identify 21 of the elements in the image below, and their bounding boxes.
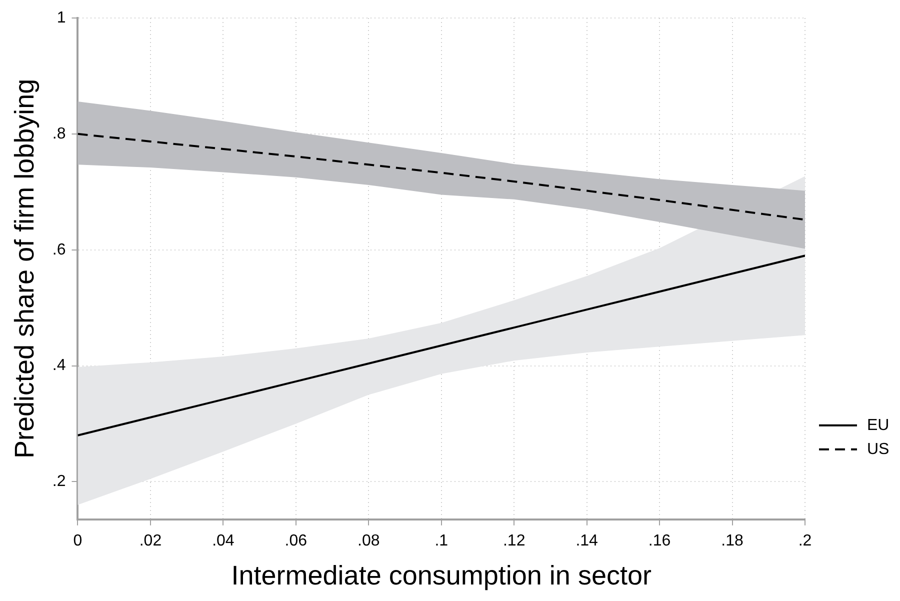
x-tick-label: .2 xyxy=(798,532,812,550)
y-tick-label: 1 xyxy=(56,9,66,26)
legend-label: EU xyxy=(867,416,890,434)
y-axis-title: Predicted share of firm lobbying xyxy=(10,78,40,459)
x-tick-label: .14 xyxy=(576,532,598,550)
x-tick-label: .04 xyxy=(212,532,234,550)
line-series xyxy=(78,132,805,221)
x-tick-label: .12 xyxy=(502,532,526,550)
x-tick-label: .02 xyxy=(139,532,162,550)
x-tick-label: .06 xyxy=(284,532,308,550)
x-tick-label: .1 xyxy=(434,532,448,550)
x-axis-title: Intermediate consumption in sector xyxy=(231,560,652,590)
x-tick-label: .16 xyxy=(648,532,671,550)
x-tick-label: .18 xyxy=(721,532,744,550)
x-tick-label: 0 xyxy=(73,532,82,550)
y-tick-label: .6 xyxy=(52,241,66,258)
x-tick-label: .08 xyxy=(358,532,380,550)
y-tick-label: .8 xyxy=(52,125,66,142)
y-tick-label: .2 xyxy=(52,473,66,490)
y-tick-label: .4 xyxy=(52,357,66,374)
legend-label: US xyxy=(867,440,890,458)
